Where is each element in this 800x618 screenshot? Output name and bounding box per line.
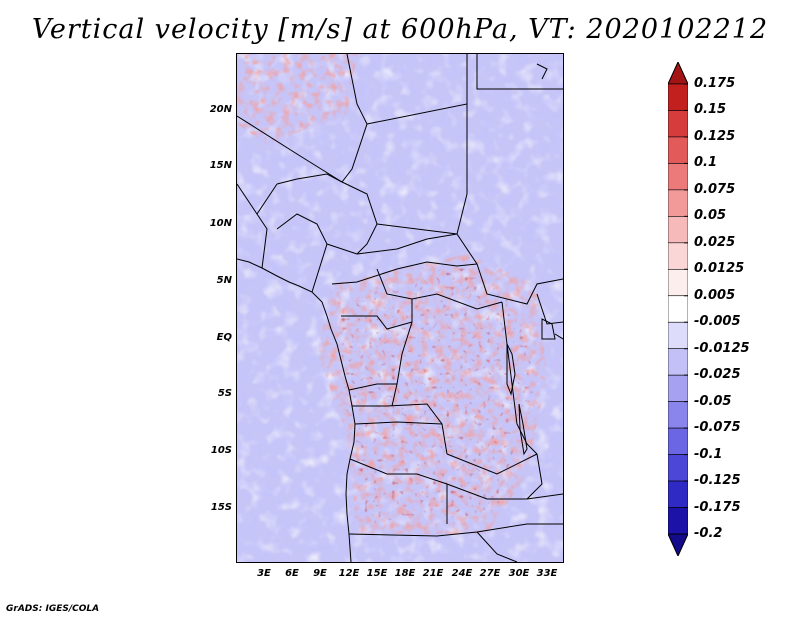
lon-label-27e: 27E bbox=[479, 568, 501, 579]
lon-label-12e: 12E bbox=[338, 568, 360, 579]
colorbar-label: 0.15 bbox=[694, 102, 727, 118]
colorbar-swatch bbox=[668, 348, 688, 376]
chart-title: Vertical velocity [m/s] at 600hPa, VT: 2… bbox=[31, 14, 769, 45]
colorbar-label: 0.005 bbox=[694, 287, 736, 303]
colorbar-swatch bbox=[668, 268, 688, 297]
colorbar-swatch bbox=[668, 136, 688, 164]
colorbar-swatch bbox=[668, 83, 688, 111]
lat-label-5s: 5S bbox=[217, 388, 232, 399]
colorbar-label: -0.05 bbox=[694, 393, 732, 409]
map-panel bbox=[236, 53, 564, 563]
colorbar-label: -0.0125 bbox=[694, 340, 750, 356]
lon-label-30e: 30E bbox=[508, 568, 530, 579]
colorbar-bottom-arrow bbox=[668, 533, 688, 556]
lat-label-15n: 15N bbox=[209, 160, 232, 171]
colorbar-swatch bbox=[668, 374, 688, 402]
lon-label-6e: 6E bbox=[285, 568, 299, 579]
colorbar-label: 0.175 bbox=[694, 76, 736, 91]
lon-label-9e: 9E bbox=[313, 568, 327, 579]
colorbar-label: 0.075 bbox=[694, 181, 736, 197]
grads-credit: GrADS: IGES/COLA bbox=[6, 604, 100, 614]
colorbar-label: -0.175 bbox=[694, 499, 741, 515]
colorbar-swatch bbox=[668, 507, 688, 535]
colorbar-label: -0.005 bbox=[694, 314, 741, 330]
colorbar-swatch bbox=[668, 189, 688, 217]
colorbar-swatch bbox=[668, 321, 688, 350]
lon-label-3e: 3E bbox=[257, 568, 271, 579]
colorbar-label: -0.075 bbox=[694, 420, 741, 436]
lon-label-21e: 21E bbox=[422, 568, 444, 579]
colorbar-label: 0.1 bbox=[694, 155, 718, 171]
lat-label-10n: 10N bbox=[209, 218, 232, 229]
lat-label-10s: 10S bbox=[210, 445, 232, 456]
lat-label-15s: 15S bbox=[210, 502, 232, 513]
colorbar-label: -0.125 bbox=[694, 473, 741, 489]
lon-label-33e: 33E bbox=[536, 568, 558, 579]
colorbar-swatch bbox=[668, 480, 688, 508]
lat-label-20n: 20N bbox=[209, 104, 232, 115]
lat-label-eq: EQ bbox=[216, 332, 232, 343]
lon-label-15e: 15E bbox=[366, 568, 388, 579]
colorbar-swatch bbox=[668, 163, 688, 191]
colorbar-label: -0.2 bbox=[694, 526, 723, 541]
colorbar-label: 0.025 bbox=[694, 234, 736, 250]
colorbar-label: -0.1 bbox=[694, 446, 723, 462]
colorbar-swatch bbox=[668, 216, 688, 244]
colorbar-swatch bbox=[668, 427, 688, 455]
colorbar-swatch bbox=[668, 454, 688, 482]
colorbar-swatch bbox=[668, 110, 688, 138]
colorbar-label: 0.05 bbox=[694, 208, 727, 224]
colorbar bbox=[668, 62, 688, 556]
lon-label-24e: 24E bbox=[451, 568, 473, 579]
colorbar-label: -0.025 bbox=[694, 367, 741, 383]
colorbar-label: 0.0125 bbox=[694, 261, 745, 277]
vertical-velocity-field bbox=[237, 54, 563, 562]
colorbar-swatch bbox=[668, 401, 688, 429]
colorbar-label: 0.125 bbox=[694, 128, 736, 144]
lon-label-18e: 18E bbox=[394, 568, 416, 579]
colorbar-swatch bbox=[668, 295, 688, 323]
colorbar-swatch bbox=[668, 242, 688, 270]
colorbar-top-arrow bbox=[668, 62, 688, 85]
lat-label-5n: 5N bbox=[216, 275, 232, 286]
